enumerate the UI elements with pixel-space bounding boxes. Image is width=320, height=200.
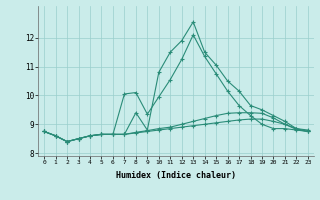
X-axis label: Humidex (Indice chaleur): Humidex (Indice chaleur) xyxy=(116,171,236,180)
